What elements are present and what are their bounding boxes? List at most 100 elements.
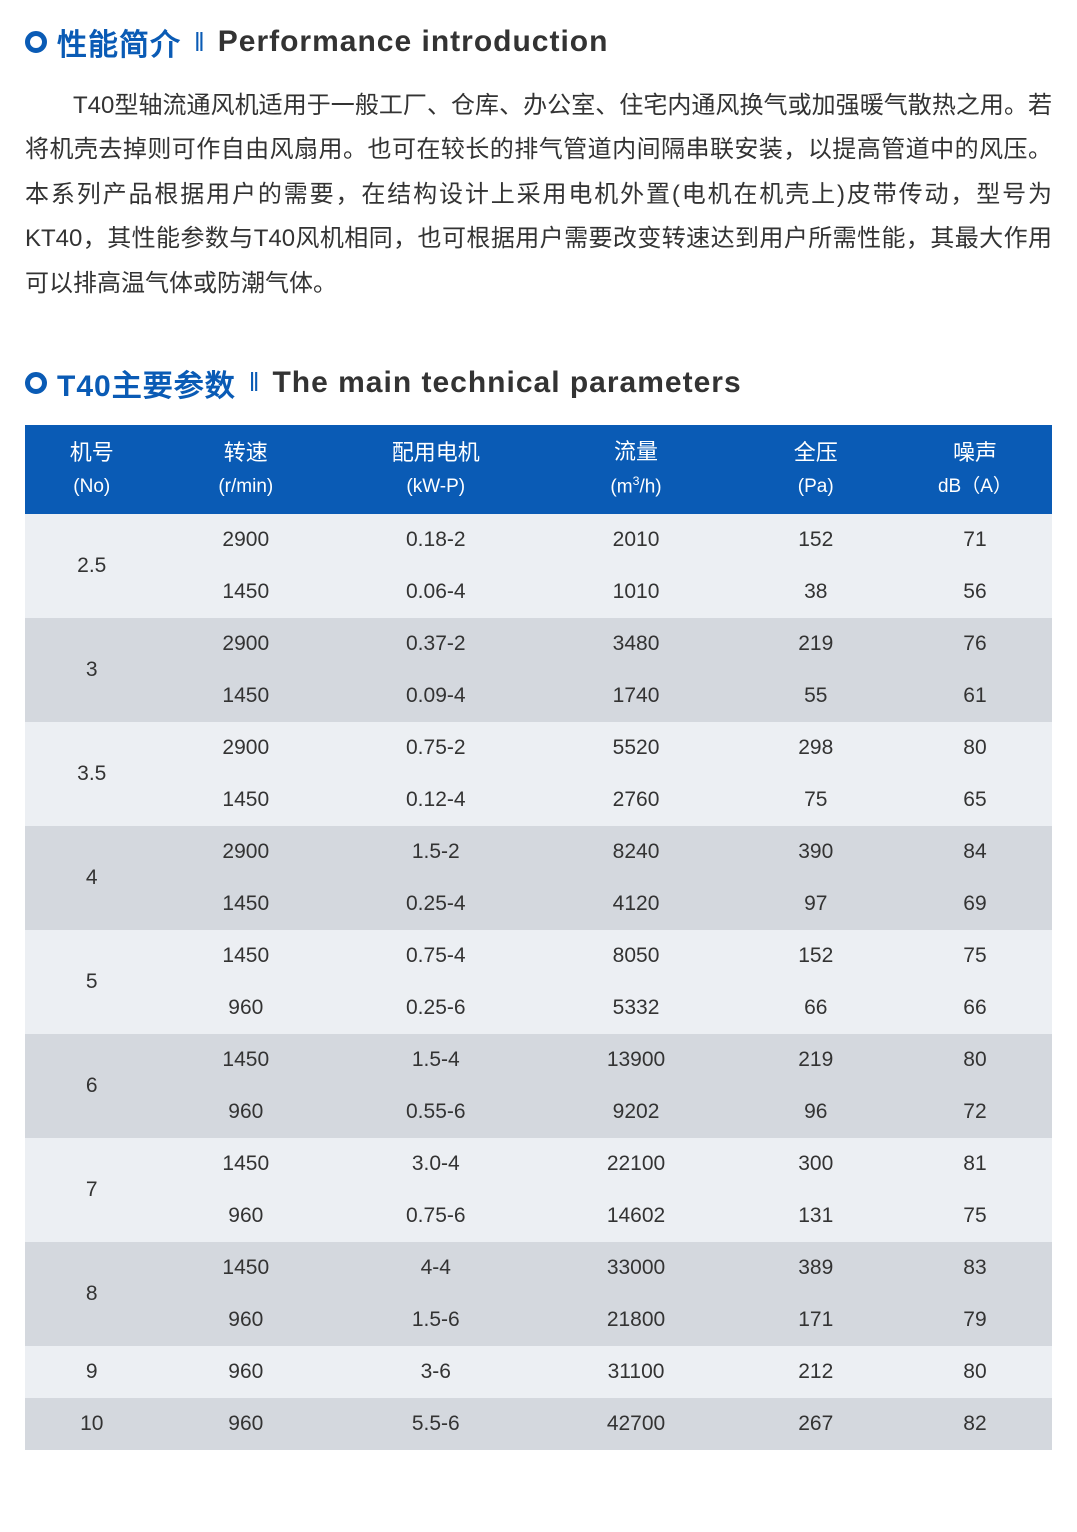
cell-pressure: 267 [734,1398,898,1450]
header-unit: (r/min) [164,473,329,502]
intro-paragraph: T40型轴流通风机适用于一般工厂、仓库、办公室、住宅内通风换气或加强暖气散热之用… [25,84,1052,306]
cell-noise: 80 [898,722,1052,774]
cell-speed: 1450 [159,774,334,826]
cell-speed: 2900 [159,514,334,566]
cell-speed: 1450 [159,930,334,982]
table-row: 429001.5-2824039084 [25,826,1052,878]
cell-noise: 66 [898,982,1052,1034]
cell-motor: 0.12-4 [333,774,538,826]
cell-motor: 0.37-2 [333,618,538,670]
cell-noise: 82 [898,1398,1052,1450]
header-unit: (m3/h) [543,472,728,502]
table-row: 14500.09-417405561 [25,670,1052,722]
table-header-row: 机号(No)转速(r/min)配用电机(kW-P)流量(m3/h)全压(Pa)噪… [25,425,1052,514]
cell-model: 6 [25,1034,159,1138]
section-heading-performance: 性能简介 ‖ Performance introduction [25,20,1052,64]
cell-speed: 960 [159,982,334,1034]
table-row: 9600.25-653326666 [25,982,1052,1034]
heading-cn: T40主要参数 [57,361,236,405]
cell-motor: 3-6 [333,1346,538,1398]
cell-flow: 5332 [538,982,733,1034]
cell-motor: 0.75-6 [333,1190,538,1242]
cell-pressure: 75 [734,774,898,826]
header-unit: (kW-P) [338,473,533,502]
cell-flow: 2010 [538,514,733,566]
table-row: 9601.5-62180017179 [25,1294,1052,1346]
header-unit: (No) [30,473,154,502]
cell-model: 9 [25,1346,159,1398]
cell-speed: 1450 [159,1138,334,1190]
cell-motor: 0.75-2 [333,722,538,774]
table-row: 814504-43300038983 [25,1242,1052,1294]
table-row: 14500.12-427607565 [25,774,1052,826]
cell-pressure: 152 [734,930,898,982]
cell-flow: 31100 [538,1346,733,1398]
cell-noise: 79 [898,1294,1052,1346]
heading-separator: ‖ [194,27,205,58]
cell-speed: 1450 [159,670,334,722]
table-row: 14500.25-441209769 [25,878,1052,930]
header-label-cn: 全压 [739,436,893,469]
cell-pressure: 390 [734,826,898,878]
heading-cn: 性能简介 [57,20,181,64]
cell-flow: 4120 [538,878,733,930]
table-header-cell: 噪声dB（A） [898,425,1052,514]
cell-pressure: 131 [734,1190,898,1242]
table-row: 614501.5-41390021980 [25,1034,1052,1086]
cell-motor: 0.55-6 [333,1086,538,1138]
cell-motor: 1.5-4 [333,1034,538,1086]
cell-flow: 1010 [538,566,733,618]
cell-noise: 69 [898,878,1052,930]
table-header-cell: 流量 (m3/h) [538,425,733,514]
cell-speed: 960 [159,1294,334,1346]
section-heading-parameters: T40主要参数 ‖ The main technical parameters [25,361,1052,405]
cell-speed: 1450 [159,566,334,618]
cell-motor: 1.5-6 [333,1294,538,1346]
cell-model: 2.5 [25,514,159,618]
table-row: 3.529000.75-2552029880 [25,722,1052,774]
table-body: 2.529000.18-220101527114500.06-410103856… [25,514,1052,1450]
cell-flow: 14602 [538,1190,733,1242]
cell-pressure: 97 [734,878,898,930]
cell-speed: 1450 [159,1242,334,1294]
cell-pressure: 96 [734,1086,898,1138]
table-row: 14500.06-410103856 [25,566,1052,618]
bullet-icon [25,31,47,53]
cell-pressure: 152 [734,514,898,566]
cell-noise: 65 [898,774,1052,826]
cell-pressure: 171 [734,1294,898,1346]
cell-noise: 75 [898,1190,1052,1242]
cell-model: 8 [25,1242,159,1346]
heading-en: Performance introduction [218,25,609,59]
cell-pressure: 300 [734,1138,898,1190]
cell-motor: 0.25-6 [333,982,538,1034]
cell-motor: 4-4 [333,1242,538,1294]
cell-speed: 960 [159,1346,334,1398]
cell-speed: 960 [159,1190,334,1242]
cell-motor: 0.06-4 [333,566,538,618]
cell-pressure: 298 [734,722,898,774]
header-unit: (Pa) [739,473,893,502]
table-row: 514500.75-4805015275 [25,930,1052,982]
cell-pressure: 55 [734,670,898,722]
cell-motor: 0.25-4 [333,878,538,930]
table-row: 9600.75-61460213175 [25,1190,1052,1242]
cell-noise: 80 [898,1346,1052,1398]
cell-motor: 3.0-4 [333,1138,538,1190]
heading-en: The main technical parameters [272,366,741,400]
cell-model: 4 [25,826,159,930]
cell-motor: 1.5-2 [333,826,538,878]
header-label-cn: 流量 [543,435,728,468]
table-row: 2.529000.18-2201015271 [25,514,1052,566]
cell-noise: 83 [898,1242,1052,1294]
cell-noise: 81 [898,1138,1052,1190]
table-header-cell: 配用电机(kW-P) [333,425,538,514]
cell-flow: 42700 [538,1398,733,1450]
cell-pressure: 219 [734,618,898,670]
cell-model: 10 [25,1398,159,1450]
header-unit: dB（A） [903,473,1047,502]
cell-speed: 1450 [159,878,334,930]
cell-motor: 0.75-4 [333,930,538,982]
table-header-cell: 转速(r/min) [159,425,334,514]
table-row: 714503.0-42210030081 [25,1138,1052,1190]
